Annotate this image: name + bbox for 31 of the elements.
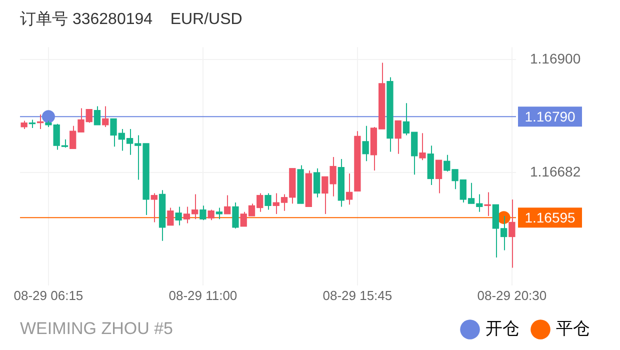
ref-line-label: 1.16790	[524, 108, 576, 124]
legend-label: 开仓	[486, 319, 520, 338]
x-tick-label: 08-29 15:45	[322, 288, 392, 303]
candlestick	[216, 207, 223, 220]
x-tick-label: 08-29 11:00	[168, 288, 238, 303]
candlestick	[232, 202, 239, 229]
y-tick-label: 1.16900	[530, 50, 581, 66]
candlestick	[167, 207, 174, 226]
text: WEIMING ZHOU #5	[20, 319, 174, 338]
candlestick	[94, 106, 101, 126]
candlestick	[419, 132, 426, 161]
candlestick	[208, 209, 214, 221]
candlestick	[394, 120, 402, 154]
x-tick-label: 08-29 20:30	[477, 288, 547, 303]
candlestick	[346, 173, 353, 206]
chart-title: 订单号 336280194 EUR/USD	[20, 10, 242, 28]
candlestick	[150, 192, 158, 223]
candlestick	[224, 194, 231, 214]
candlestick	[102, 106, 109, 128]
candlestick	[264, 192, 272, 210]
ref-line-label: 1.16595	[524, 209, 576, 226]
candlestick	[362, 125, 369, 162]
candlestick	[484, 192, 491, 217]
candlestick	[200, 205, 206, 221]
y-tick-label: 1.16682	[530, 163, 581, 180]
candlestick	[313, 168, 320, 198]
candlestick	[435, 160, 442, 194]
legend-label: 平仓	[556, 319, 590, 338]
candlestick	[508, 198, 516, 268]
x-tick-label: 08-29 06:15	[14, 288, 84, 303]
candlestick	[175, 206, 182, 226]
